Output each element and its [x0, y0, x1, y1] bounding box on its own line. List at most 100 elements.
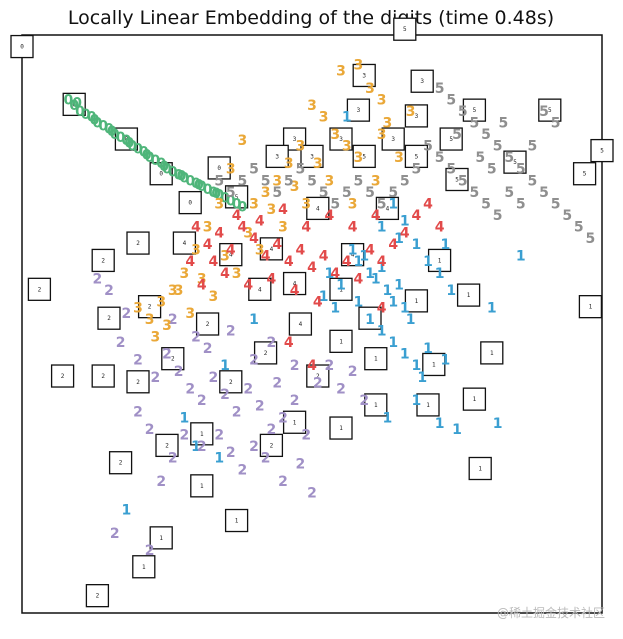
digit-3-point: 3 [220, 248, 230, 264]
thumbnail-digit: 2 [107, 315, 111, 322]
digit-0-point: 0 [98, 118, 108, 134]
digit-0-point: 0 [151, 153, 161, 169]
digit-2-point: 2 [255, 399, 265, 415]
digit-1-point: 1 [446, 283, 456, 299]
digit-3-point: 3 [156, 295, 166, 311]
thumbnail-digit: 5 [415, 153, 419, 160]
digit-0-point: 0 [93, 115, 103, 131]
thumbnail-digit: 2 [148, 304, 152, 311]
digit-0-point: 0 [185, 173, 195, 189]
digit-5-point: 5 [412, 162, 422, 178]
digit-3-point: 3 [354, 150, 364, 166]
thumbnail-frame [178, 190, 202, 215]
digit-3-point: 3 [348, 196, 358, 212]
thumbnail-frame [445, 167, 469, 192]
digit-1-point: 1 [423, 341, 433, 357]
digit-3-point: 3 [313, 156, 323, 172]
digit-1-point: 1 [388, 335, 398, 351]
thumbnail-digit: 4 [258, 286, 262, 293]
digit-thumbnail: 5 [572, 162, 597, 186]
digit-5-point: 5 [504, 150, 514, 166]
digit-thumbnail: 2 [259, 433, 284, 458]
thumbnail-frame [422, 352, 446, 377]
digit-0-point: 0 [197, 179, 207, 195]
thumbnail-frame [462, 387, 487, 411]
digit-thumbnail: 1 [480, 341, 504, 365]
thumbnail-frame [219, 242, 243, 267]
digit-5-point: 5 [377, 196, 387, 212]
digit-1-point: 1 [400, 347, 410, 363]
digit-0-point: 0 [238, 199, 248, 215]
digit-5-point: 5 [446, 92, 456, 108]
digit-thumbnail: 1 [190, 422, 214, 446]
thumbnail-frame [85, 584, 110, 608]
digit-1-point: 1 [435, 266, 445, 282]
thumbnail-digit: 5 [235, 194, 239, 201]
digit-1-point: 1 [214, 451, 224, 467]
digit-0-point: 0 [232, 196, 242, 212]
digit-3-point: 3 [336, 63, 346, 79]
digit-5-point: 5 [551, 115, 561, 131]
thumbnail-frame [410, 69, 434, 93]
thumbnail-frame [282, 127, 307, 151]
digit-5-point: 5 [516, 162, 526, 178]
digit-thumbnail: 5 [439, 127, 463, 151]
thumbnail-digit: 1 [339, 286, 343, 293]
digit-1-point: 1 [400, 300, 410, 316]
digit-2-point: 2 [168, 451, 178, 467]
digit-1-point: 1 [406, 312, 416, 328]
digit-2-point: 2 [116, 335, 126, 351]
digit-4-point: 4 [307, 260, 317, 276]
digit-4-point: 4 [354, 272, 364, 288]
digit-5-point: 5 [249, 162, 259, 178]
digit-1-point: 1 [191, 439, 201, 455]
digit-2-point: 2 [278, 474, 288, 490]
digit-3-point: 3 [174, 283, 184, 299]
digit-thumbnail: 1 [282, 410, 307, 434]
digit-5-point: 5 [446, 162, 456, 178]
digit-thumbnail: 2 [97, 306, 121, 330]
digit-2-point: 2 [197, 439, 207, 455]
digit-5-point: 5 [342, 185, 352, 201]
thumbnail-frame [340, 242, 365, 267]
thumbnail-frame [259, 237, 284, 261]
digit-2-point: 2 [156, 474, 166, 490]
digit-0-point: 0 [156, 156, 166, 172]
digit-thumbnail: 3 [404, 104, 429, 128]
digit-1-point: 1 [359, 248, 369, 264]
thumbnail-digit: 1 [473, 396, 477, 403]
digit-1-point: 1 [441, 237, 451, 253]
thumbnail-digit: 3 [339, 136, 343, 143]
thumbnail-frame [480, 341, 504, 365]
digit-5-point: 5 [400, 173, 410, 189]
digit-0-point: 0 [107, 124, 117, 140]
plot-frame [21, 34, 603, 614]
thumbnail-frame [248, 277, 272, 301]
digit-0-point: 0 [180, 170, 190, 186]
thumbnail-frame [416, 393, 440, 417]
digit-4-point: 4 [377, 254, 387, 270]
thumbnail-digit: 1 [142, 564, 146, 571]
digit-0-point: 0 [116, 130, 126, 146]
watermark-text: @稀土掘金技术社区 [496, 606, 605, 620]
thumbnail-digit: 1 [490, 350, 494, 357]
thumbnail-digit: 1 [589, 304, 593, 311]
digit-0-point: 0 [81, 107, 91, 123]
digit-thumbnail: 2 [126, 370, 150, 394]
digit-thumbnail: 1 [456, 283, 481, 307]
digit-2-point: 2 [307, 485, 317, 501]
digit-5-point: 5 [475, 150, 485, 166]
digit-thumbnail: 2 [137, 295, 162, 319]
digit-1-point: 1 [377, 260, 387, 276]
thumbnail-frame [224, 185, 249, 209]
digit-thumbnail: 3 [265, 144, 289, 169]
digit-1-point: 1 [249, 312, 259, 328]
digit-1-point: 1 [400, 214, 410, 230]
digit-2-point: 2 [133, 404, 143, 420]
digit-1-point: 1 [388, 196, 398, 212]
thumbnail-digit: 0 [20, 44, 24, 51]
thumbnail-frame [375, 196, 400, 221]
digit-thumbnail: 4 [219, 242, 243, 267]
digit-5-point: 5 [458, 104, 468, 120]
digit-5-point: 5 [423, 139, 433, 155]
